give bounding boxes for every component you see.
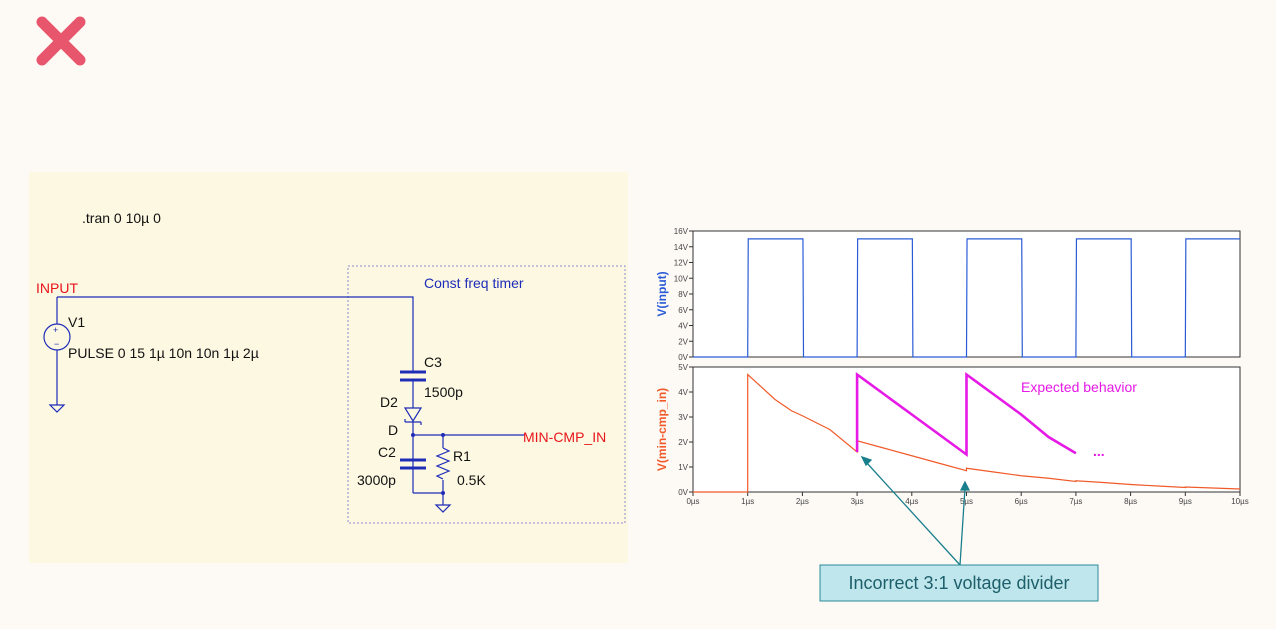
y-tick-label: 14V (674, 243, 689, 252)
x-tick-label: 7µs (1069, 497, 1082, 506)
y-tick-label: 2V (678, 438, 688, 447)
close-icon (36, 16, 86, 66)
x-tick-label: 10µs (1231, 497, 1249, 506)
series-line (855, 371, 1077, 458)
block-title: Const freq timer (424, 275, 524, 291)
y-tick-label: 4V (678, 388, 688, 397)
schematic-panel (29, 172, 628, 563)
y-tick-label: 5V (678, 363, 688, 372)
x-tick-label: 1µs (741, 497, 754, 506)
y-axis-label: V(input) (655, 271, 669, 316)
net-label: INPUT (36, 280, 78, 296)
component-value: 0.5K (457, 472, 486, 488)
y-tick-label: 6V (678, 306, 688, 315)
component-name: C3 (424, 354, 442, 370)
component-name: R1 (453, 448, 471, 464)
y-tick-label: 16V (674, 227, 689, 236)
component-value: D (388, 422, 398, 438)
y-tick-label: 0V (678, 488, 688, 497)
x-tick-label: 6µs (1015, 497, 1028, 506)
callout-arrows (860, 455, 971, 566)
x-tick-label: 5µs (960, 497, 973, 506)
y-axis-label: V(min-cmp_in) (655, 388, 669, 471)
x-tick-label: 0µs (686, 497, 699, 506)
wires: +− (43, 296, 525, 513)
x-tick-label: 2µs (796, 497, 809, 506)
component-name: D2 (380, 394, 398, 410)
source-name: V1 (68, 314, 85, 330)
callout-box (819, 564, 1099, 602)
x-tick-label: 9µs (1179, 497, 1192, 506)
annotation: Expected behavior (1021, 379, 1137, 395)
net-label: MIN-CMP_IN (523, 429, 606, 445)
series-line (693, 238, 1240, 358)
svg-text:+: + (53, 325, 58, 335)
x-tick-label: 4µs (905, 497, 918, 506)
annotation: ... (1093, 443, 1105, 459)
component-value: 3000p (357, 472, 396, 488)
y-tick-label: 0V (678, 353, 688, 362)
svg-text:−: − (54, 339, 59, 349)
y-tick-label: 12V (674, 259, 689, 268)
y-tick-label: 2V (678, 337, 688, 346)
series-line (693, 373, 1241, 493)
y-tick-label: 8V (678, 290, 688, 299)
callout-text: Incorrect 3:1 voltage divider (848, 573, 1069, 593)
directive: .tran 0 10µ 0 (82, 210, 161, 226)
block-frame (347, 265, 626, 524)
x-tick-label: 3µs (851, 497, 864, 506)
y-tick-label: 4V (678, 322, 688, 331)
y-tick-label: 10V (674, 274, 689, 283)
x-tick-label: 8µs (1124, 497, 1137, 506)
y-tick-label: 3V (678, 413, 688, 422)
component-name: C2 (378, 444, 396, 460)
y-tick-label: 1V (678, 463, 688, 472)
charts: 0V 2V 4V 6V 8V 10V 12V 14V 16V V(input) 0V 1V 2V 3V 4V… (655, 227, 1249, 506)
source-value: PULSE 0 15 1µ 10n 10n 1µ 2µ (68, 345, 259, 361)
component-value: 1500p (424, 384, 463, 400)
